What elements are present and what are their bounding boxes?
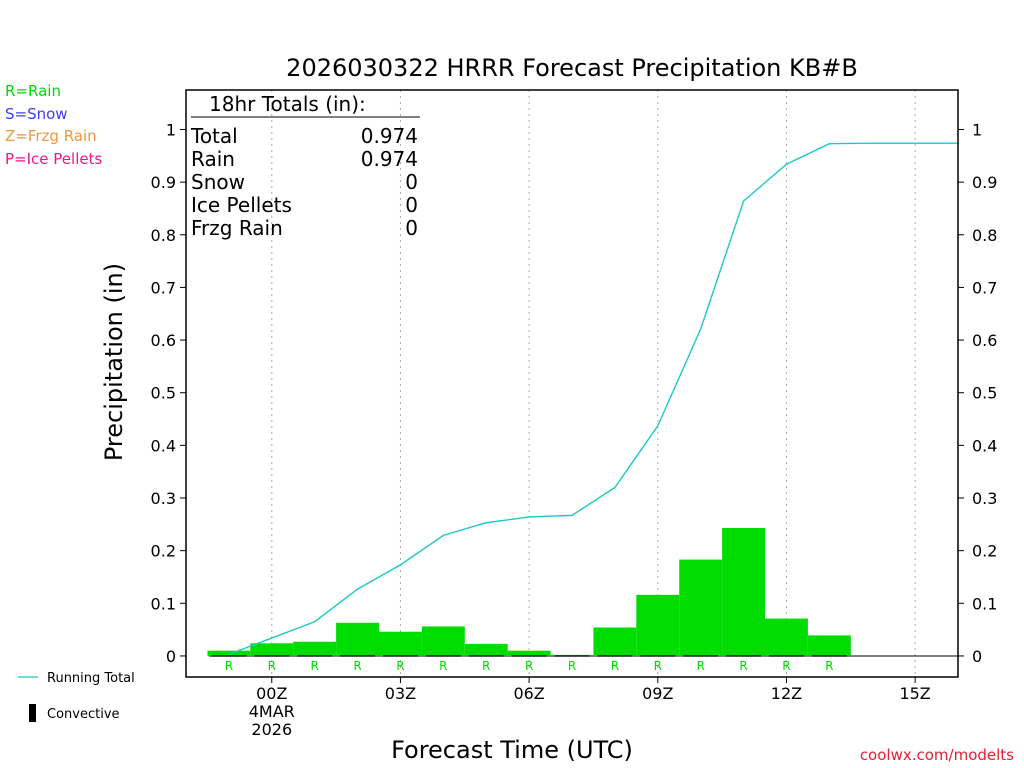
y-tick-label-right-6: 0.6: [972, 331, 997, 350]
x-tick-label-3: 09Z: [642, 684, 673, 703]
ptype-label-13: R: [782, 659, 790, 673]
totals-label-rain: Rain: [191, 147, 235, 171]
gridlines: [208, 90, 958, 677]
totals-label-snow: Snow: [191, 170, 245, 194]
running-total-line: [228, 142, 958, 656]
y-tick-label-left-9: 0.9: [151, 173, 176, 192]
y-tick-label-right-1: 0.1: [972, 594, 997, 613]
precip-bar-13: [765, 618, 808, 656]
totals-label-total: Total: [190, 124, 238, 148]
convective-legend-swatch: [29, 704, 36, 722]
precip-bar-14: [807, 635, 851, 656]
y-tick-label-right-2: 0.2: [972, 542, 997, 561]
totals-label-frzg-rain: Frzg Rain: [191, 216, 283, 240]
x-tick-label-4: 12Z: [771, 684, 802, 703]
x-tick-label-1: 03Z: [385, 684, 416, 703]
y-tick-label-left-4: 0.4: [151, 436, 176, 455]
y-tick-label-left-5: 0.5: [151, 384, 176, 403]
precip-bar-7: [507, 650, 551, 656]
y-tick-label-left-6: 0.6: [151, 331, 176, 350]
ptype-label-3: R: [353, 659, 361, 673]
ptype-label-1: R: [268, 659, 276, 673]
y-tick-label-right-9: 0.9: [972, 173, 997, 192]
y-tick-label-left-10: 1: [166, 120, 176, 139]
y-tick-label-left-0: 0: [166, 647, 176, 666]
ptype-label-2: R: [310, 659, 318, 673]
y-tick-label-right-0: 0: [972, 647, 982, 666]
y-tick-label-left-2: 0.2: [151, 542, 176, 561]
precip-bar-11: [679, 559, 723, 656]
x-tick-label-2: 06Z: [513, 684, 544, 703]
totals-label-ice-pellets: Ice Pellets: [191, 193, 292, 217]
y-tick-label-right-5: 0.5: [972, 384, 997, 403]
ptype-label-5: R: [439, 659, 447, 673]
precip-bar-6: [464, 643, 508, 656]
totals-value-ice-pellets: 0: [405, 193, 418, 217]
totals-header: 18hr Totals (in):: [209, 92, 366, 116]
ptype-legend-rain: R=Rain: [5, 82, 61, 100]
plot-frame: [185, 89, 959, 678]
axis-ticks: 0 00.1 0.10.2 0.20.3 0.30.4 0.40.5 0.50.6 0.60.…: [151, 120, 998, 739]
ptype-legend-ice-pellets: P=Ice Pellets: [5, 150, 102, 168]
ptype-legend: R=Rain S=Snow Z=Frzg Rain P=Ice Pellets: [5, 82, 102, 168]
x-tick-label-0: 00Z: [256, 684, 287, 703]
convective-legend-label: Convective: [47, 707, 120, 722]
credit-text: coolwx.com/modelts: [860, 746, 1014, 764]
ptype-label-11: R: [696, 659, 704, 673]
y-tick-label-left-7: 0.7: [151, 278, 176, 297]
running-total-legend-label: Running Total: [47, 671, 135, 686]
line-legend: Running Total Convective: [18, 671, 135, 722]
x-tick-sublabel-0-0: 4MAR: [249, 702, 295, 721]
chart-title: 2026030322 HRRR Forecast Precipitation K…: [286, 54, 858, 82]
totals-value-frzg-rain: 0: [405, 216, 418, 240]
totals-value-total: 0.974: [361, 124, 418, 148]
totals-box: 18hr Totals (in): Total 0.974 Rain 0.974…: [190, 92, 420, 240]
ptype-label-8: R: [568, 659, 576, 673]
precip-bar-10: [636, 594, 680, 656]
y-tick-label-left-1: 0.1: [151, 594, 176, 613]
y-tick-label-left-8: 0.8: [151, 226, 176, 245]
precip-bar-0: [207, 650, 251, 656]
ptype-label-14: R: [825, 659, 833, 673]
ptype-label-7: R: [525, 659, 533, 673]
y-axis-label: Precipitation (in): [100, 263, 128, 461]
ptype-label-9: R: [611, 659, 619, 673]
y-tick-label-left-3: 0.3: [151, 489, 176, 508]
precip-bar-3: [336, 622, 379, 656]
y-tick-label-right-3: 0.3: [972, 489, 997, 508]
y-tick-label-right-7: 0.7: [972, 278, 997, 297]
ptype-label-12: R: [739, 659, 747, 673]
x-tick-label-5: 15Z: [899, 684, 930, 703]
x-tick-sublabel-0-1: 2026: [251, 720, 292, 739]
y-tick-label-right-8: 0.8: [972, 226, 997, 245]
precip-bar-2: [293, 641, 337, 656]
ptype-legend-frzg-rain: Z=Frzg Rain: [5, 127, 97, 145]
precip-bar-9: [593, 627, 637, 656]
precip-bar-4: [379, 631, 422, 656]
totals-value-snow: 0: [405, 170, 418, 194]
ptype-label-6: R: [482, 659, 490, 673]
x-axis-label: Forecast Time (UTC): [391, 736, 633, 764]
ptype-label-10: R: [654, 659, 662, 673]
precip-bar-1: [250, 643, 294, 656]
running-total-series: [228, 142, 958, 656]
totals-value-rain: 0.974: [361, 147, 418, 171]
y-tick-label-right-4: 0.4: [972, 436, 997, 455]
precip-bar-12: [722, 528, 765, 656]
ptype-label-0: R: [225, 659, 233, 673]
ptype-label-4: R: [396, 659, 404, 673]
y-tick-label-right-10: 1: [972, 120, 982, 139]
precip-bar-5: [421, 626, 465, 656]
ptype-legend-snow: S=Snow: [5, 105, 68, 123]
